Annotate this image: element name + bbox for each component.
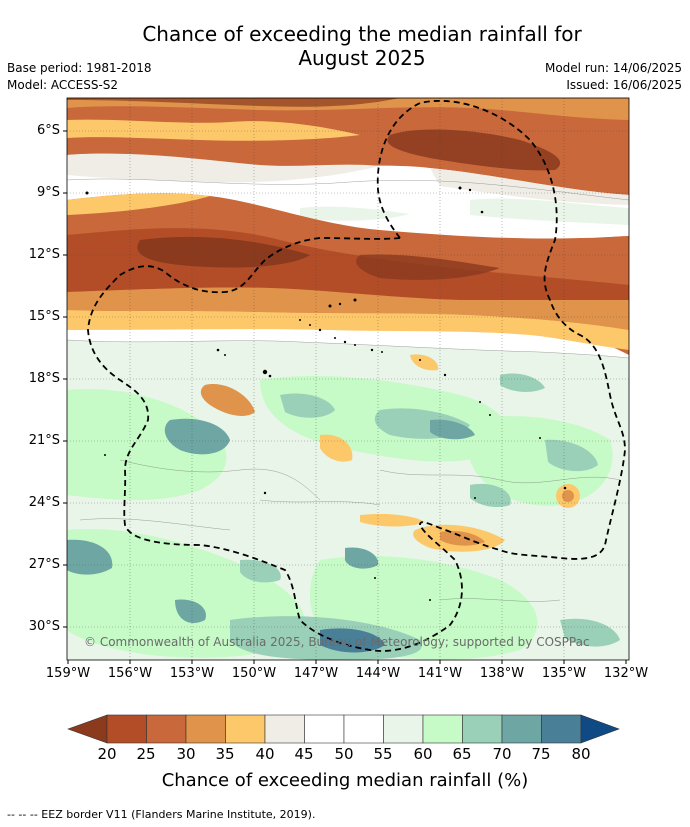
colorbar-cell xyxy=(422,714,463,744)
lon-label: 153°W xyxy=(169,666,215,681)
colorbar-tick: 70 xyxy=(492,745,512,763)
lon-label: 144°W xyxy=(355,666,401,681)
colorbar-extend-low xyxy=(67,714,108,744)
lat-label: 27°S xyxy=(28,557,60,572)
colorbar-cell xyxy=(264,714,305,744)
colorbar-cell xyxy=(343,714,384,744)
colorbar-cell xyxy=(225,714,266,744)
colorbar-cell xyxy=(304,714,345,744)
lon-label: 138°W xyxy=(479,666,525,681)
lon-label: 135°W xyxy=(541,666,587,681)
lat-label: 6°S xyxy=(36,123,60,138)
colorbar-tick: 75 xyxy=(531,745,551,763)
map-field xyxy=(67,98,629,660)
colorbar-extend-high xyxy=(580,714,620,744)
lat-label: 12°S xyxy=(28,247,60,262)
colorbar-tick: 35 xyxy=(215,745,235,763)
lon-label: 159°W xyxy=(45,666,91,681)
lon-label: 141°W xyxy=(417,666,463,681)
colorbar-tick: 45 xyxy=(294,745,314,763)
lon-label: 156°W xyxy=(107,666,153,681)
lat-label: 24°S xyxy=(28,495,60,510)
lon-label: 132°W xyxy=(603,666,649,681)
colorbar-tick: 55 xyxy=(373,745,393,763)
colorbar-label: Chance of exceeding median rainfall (%) xyxy=(161,770,529,791)
colorbar-cell xyxy=(185,714,226,744)
colorbar-tick: 40 xyxy=(255,745,275,763)
copyright-notice: © Commonwealth of Australia 2025, Bureau… xyxy=(84,635,590,649)
colorbar-tick: 60 xyxy=(413,745,433,763)
lon-label: 150°W xyxy=(231,666,277,681)
colorbar-tick: 25 xyxy=(136,745,156,763)
colorbar-cell xyxy=(541,714,582,744)
colorbar-cell xyxy=(146,714,187,744)
model-name: Model: ACCESS-S2 xyxy=(7,78,119,92)
map-title: Chance of exceeding the median rainfall … xyxy=(142,22,582,70)
meta-left: Base period: 1981-2018 Model: ACCESS-S2 xyxy=(7,60,152,94)
lon-label: 147°W xyxy=(293,666,339,681)
rainfall-map xyxy=(63,97,630,664)
colorbar-cell xyxy=(462,714,503,744)
model-run: Model run: 14/06/2025 xyxy=(544,61,682,75)
colorbar-cell xyxy=(383,714,424,744)
eez-legend-note: -- -- -- EEZ border V11 (Flanders Marine… xyxy=(7,808,316,821)
lat-label: 30°S xyxy=(28,619,60,634)
issued-date: Issued: 16/06/2025 xyxy=(566,78,682,92)
colorbar-tick: 20 xyxy=(97,745,117,763)
lat-label: 15°S xyxy=(28,309,60,324)
colorbar-tick: 80 xyxy=(571,745,591,763)
colorbar-tick: 50 xyxy=(334,745,354,763)
colorbar-cell xyxy=(106,714,147,744)
meta-right: Model run: 14/06/2025 Issued: 16/06/2025 xyxy=(545,60,682,94)
lat-label: 18°S xyxy=(28,371,60,386)
axis-ticks xyxy=(63,130,627,664)
lat-label: 21°S xyxy=(28,433,60,448)
colorbar-cell xyxy=(501,714,542,744)
colorbar-tick: 65 xyxy=(452,745,472,763)
base-period: Base period: 1981-2018 xyxy=(7,61,152,75)
island-markers xyxy=(85,186,567,601)
colorbar-cells xyxy=(67,714,620,744)
eez-border xyxy=(87,99,626,652)
colorbar-tick: 30 xyxy=(176,745,196,763)
lat-label: 9°S xyxy=(36,185,60,200)
colorbar xyxy=(67,714,620,744)
